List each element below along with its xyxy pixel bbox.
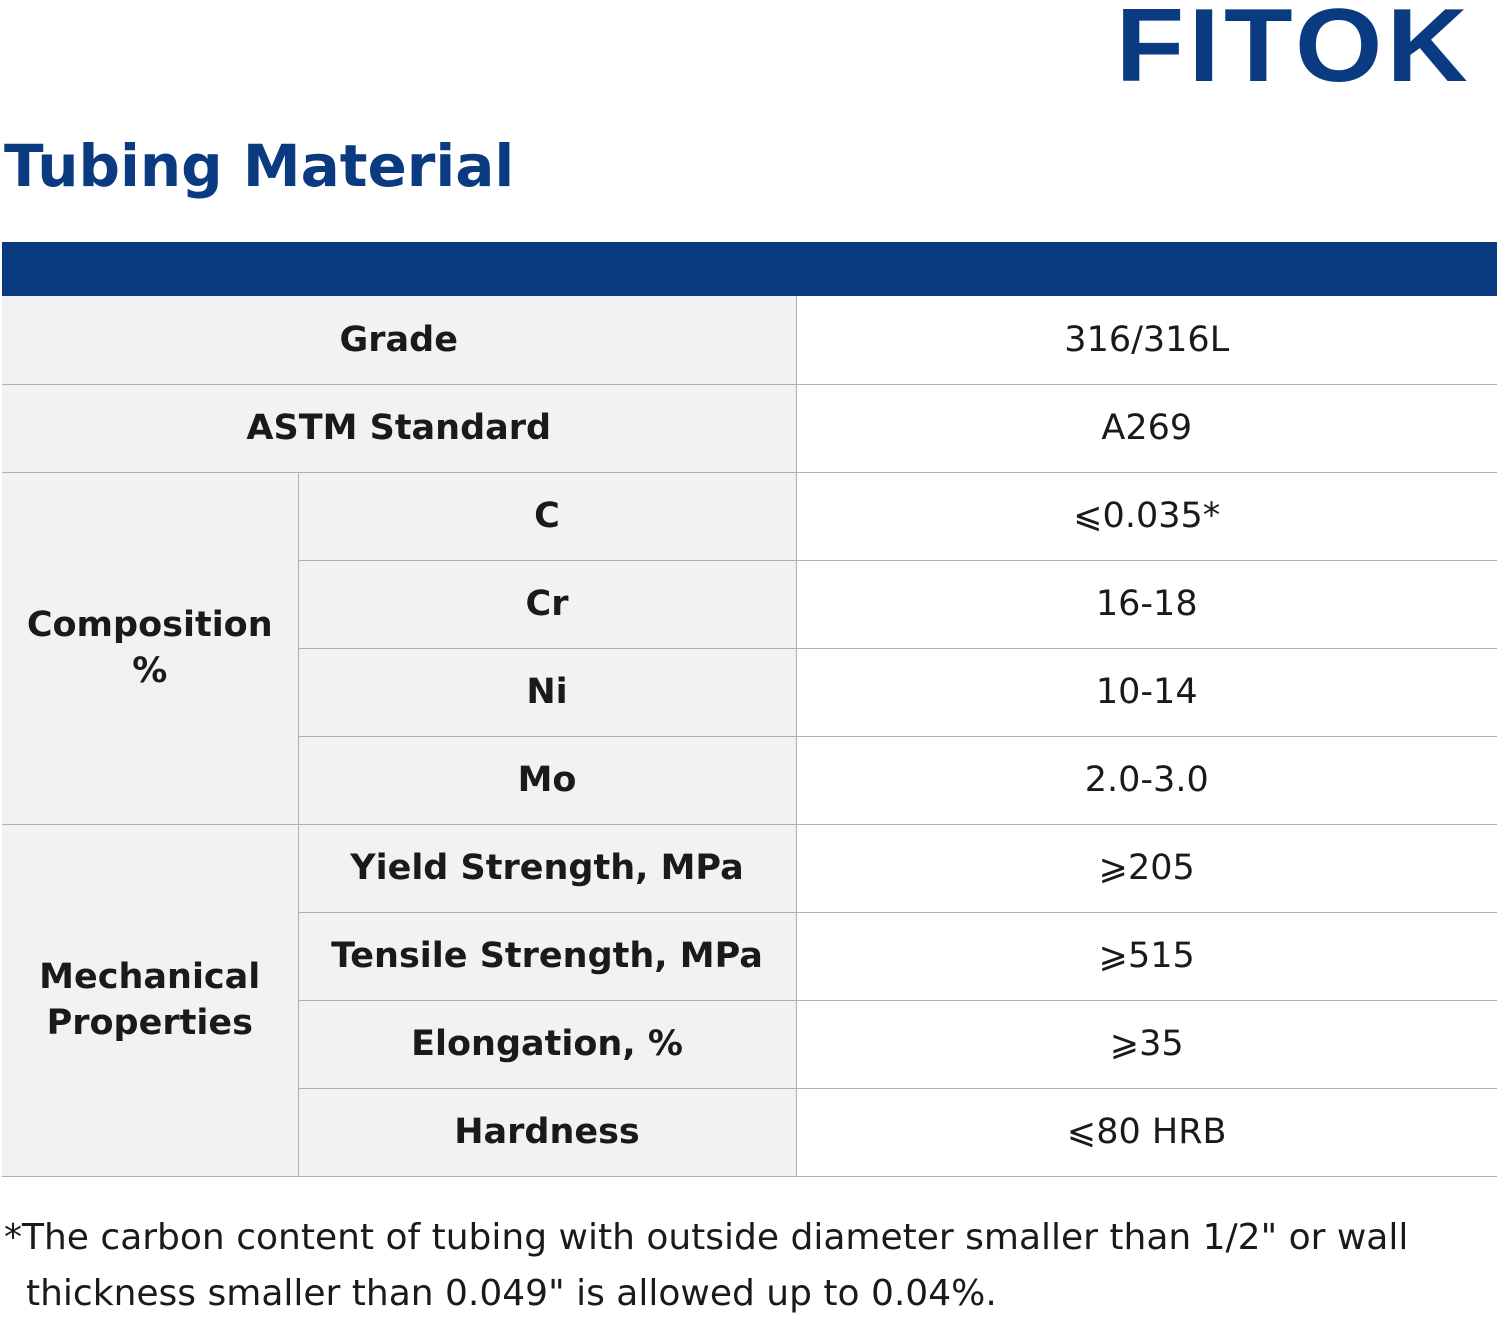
composition-unit: % [132,651,168,691]
mechanical-row-label: Hardness [298,1088,797,1177]
mechanical-row-value: ⩾205 [796,824,1497,913]
mechanical-row-label: Yield Strength, MPa [298,824,797,913]
composition-row-value: 16-18 [796,560,1497,649]
fitok-logo: FITOK [1115,0,1472,104]
tubing-material-table: Grade 316/316L ASTM Standard A269 Compos… [2,296,1497,1177]
composition-row-value: ⩽0.035* [796,472,1497,561]
mechanical-row-label: Elongation, % [298,1000,797,1089]
table-row-composition-mo: Mo 2.0-3.0 [2,736,1497,825]
mechanical-row-label: Tensile Strength, MPa [298,912,797,1001]
composition-label: Composition [26,605,273,645]
composition-row-label: Mo [298,736,797,825]
table-row-tensile-strength: Tensile Strength, MPa ⩾515 [2,912,1497,1001]
table-row-elongation: Elongation, % ⩾35 [2,1000,1497,1089]
astm-standard-label: ASTM Standard [2,384,797,473]
composition-row-label: Ni [298,648,797,737]
page-title: Tubing Material [4,132,515,200]
composition-group-label: Composition % [2,472,299,825]
mechanical-row-value: ⩽80 HRB [796,1088,1497,1177]
properties-label: Properties [46,1003,253,1043]
mechanical-row-value: ⩾515 [796,912,1497,1001]
mechanical-label: Mechanical [39,957,261,997]
composition-row-label: Cr [298,560,797,649]
table-header-band [2,242,1497,296]
composition-row-value: 2.0-3.0 [796,736,1497,825]
footnote-line-1: *The carbon content of tubing with outsi… [4,1217,1409,1258]
astm-standard-value: A269 [796,384,1497,473]
footnote-line-2: thickness smaller than 0.049" is allowed… [26,1273,997,1314]
table-row-grade: Grade 316/316L [2,296,1497,385]
table-row-composition-ni: Ni 10-14 [2,648,1497,737]
footnote: *The carbon content of tubing with outsi… [4,1210,1484,1322]
table-row-astm: ASTM Standard A269 [2,384,1497,473]
table-row-yield-strength: Mechanical Properties Yield Strength, MP… [2,824,1497,1177]
table-row-composition-cr: Cr 16-18 [2,560,1497,649]
table-row-composition-c: Composition % C ⩽0.035* [2,472,1497,825]
table-row-hardness: Hardness ⩽80 HRB [2,1088,1497,1177]
grade-label: Grade [2,296,797,385]
composition-row-label: C [298,472,797,561]
composition-row-value: 10-14 [796,648,1497,737]
mechanical-row-value: ⩾35 [796,1000,1497,1089]
grade-value: 316/316L [796,296,1497,385]
mechanical-group-label: Mechanical Properties [2,824,299,1177]
